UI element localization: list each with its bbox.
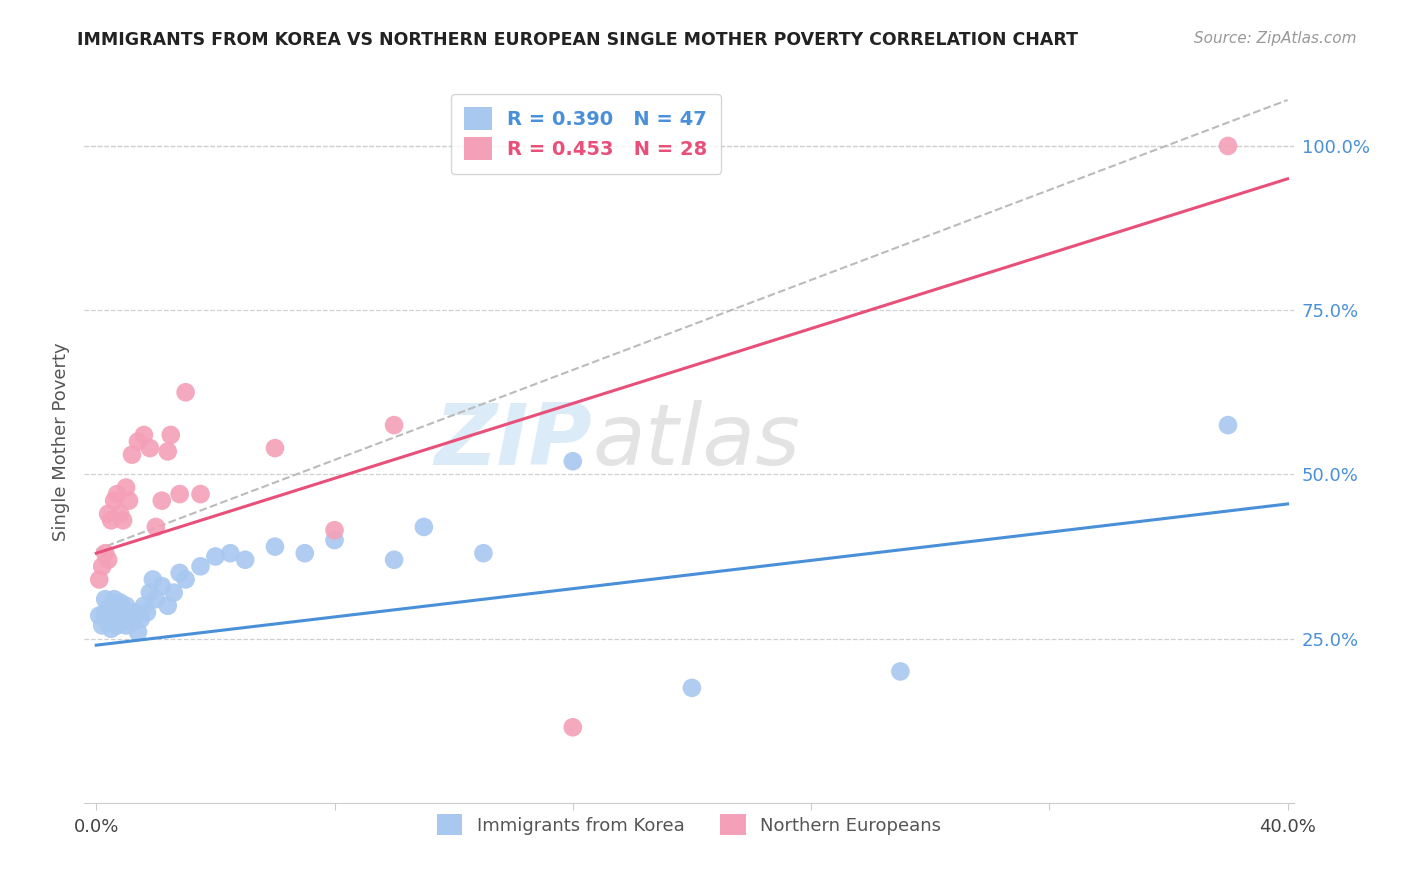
- Point: [118, 608, 141, 623]
- Point: [174, 385, 197, 400]
- Point: [156, 599, 179, 613]
- Point: [97, 507, 120, 521]
- Text: IMMIGRANTS FROM KOREA VS NORTHERN EUROPEAN SINGLE MOTHER POVERTY CORRELATION CHA: IMMIGRANTS FROM KOREA VS NORTHERN EUROPE…: [77, 31, 1078, 49]
- Point: [112, 615, 135, 630]
- Point: [219, 546, 242, 560]
- Point: [472, 546, 495, 560]
- Point: [163, 585, 186, 599]
- Point: [150, 579, 173, 593]
- Point: [105, 618, 128, 632]
- Point: [190, 487, 212, 501]
- Point: [139, 441, 162, 455]
- Point: [121, 448, 143, 462]
- Point: [129, 612, 152, 626]
- Point: [889, 665, 911, 679]
- Point: [103, 493, 125, 508]
- Point: [150, 493, 173, 508]
- Point: [115, 599, 138, 613]
- Text: Source: ZipAtlas.com: Source: ZipAtlas.com: [1194, 31, 1357, 46]
- Point: [108, 608, 131, 623]
- Point: [94, 592, 117, 607]
- Point: [190, 559, 212, 574]
- Point: [142, 573, 165, 587]
- Point: [100, 622, 122, 636]
- Point: [145, 520, 167, 534]
- Point: [127, 434, 149, 449]
- Point: [97, 602, 120, 616]
- Point: [1216, 418, 1239, 433]
- Legend: Immigrants from Korea, Northern Europeans: Immigrants from Korea, Northern European…: [425, 802, 953, 848]
- Point: [294, 546, 316, 560]
- Y-axis label: Single Mother Poverty: Single Mother Poverty: [52, 343, 70, 541]
- Point: [100, 599, 122, 613]
- Point: [145, 592, 167, 607]
- Point: [103, 608, 125, 623]
- Point: [1216, 139, 1239, 153]
- Point: [115, 618, 138, 632]
- Point: [118, 493, 141, 508]
- Point: [681, 681, 703, 695]
- Point: [105, 487, 128, 501]
- Point: [169, 566, 191, 580]
- Point: [204, 549, 226, 564]
- Point: [108, 595, 131, 609]
- Point: [100, 513, 122, 527]
- Point: [105, 602, 128, 616]
- Point: [121, 615, 143, 630]
- Point: [561, 720, 583, 734]
- Text: ZIP: ZIP: [434, 400, 592, 483]
- Point: [169, 487, 191, 501]
- Point: [91, 618, 114, 632]
- Point: [382, 418, 405, 433]
- Point: [132, 599, 155, 613]
- Point: [103, 592, 125, 607]
- Point: [233, 553, 256, 567]
- Point: [112, 602, 135, 616]
- Point: [561, 454, 583, 468]
- Point: [174, 573, 197, 587]
- Text: atlas: atlas: [592, 400, 800, 483]
- Point: [156, 444, 179, 458]
- Point: [264, 441, 287, 455]
- Point: [323, 523, 346, 537]
- Point: [97, 615, 120, 630]
- Point: [412, 520, 434, 534]
- Point: [97, 553, 120, 567]
- Point: [124, 605, 146, 619]
- Point: [89, 573, 111, 587]
- Point: [94, 605, 117, 619]
- Point: [132, 428, 155, 442]
- Point: [91, 559, 114, 574]
- Point: [382, 553, 405, 567]
- Point: [135, 605, 157, 619]
- Point: [115, 481, 138, 495]
- Point: [94, 546, 117, 560]
- Point: [159, 428, 181, 442]
- Point: [108, 507, 131, 521]
- Point: [264, 540, 287, 554]
- Point: [127, 625, 149, 640]
- Point: [89, 608, 111, 623]
- Point: [323, 533, 346, 547]
- Point: [112, 513, 135, 527]
- Point: [139, 585, 162, 599]
